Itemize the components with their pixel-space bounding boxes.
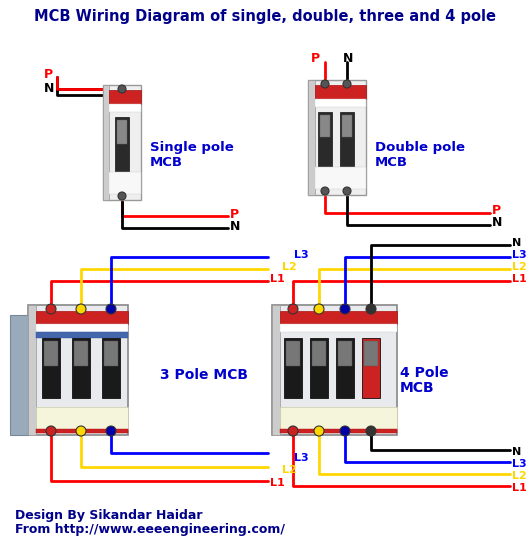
Bar: [280, 311, 397, 324]
Bar: [117, 120, 127, 144]
Bar: [36, 407, 128, 429]
Circle shape: [321, 187, 329, 195]
Text: N: N: [512, 447, 521, 457]
Text: Design By Sikandar Haidar: Design By Sikandar Haidar: [15, 509, 202, 522]
Text: L3: L3: [512, 250, 527, 260]
Circle shape: [366, 426, 376, 436]
Bar: [72, 338, 90, 398]
Bar: [280, 324, 397, 332]
Text: P: P: [44, 69, 53, 82]
Bar: [103, 85, 141, 200]
Circle shape: [288, 304, 298, 314]
Text: From http://www.eeeengineering.com/: From http://www.eeeengineering.com/: [15, 523, 285, 536]
Bar: [308, 80, 366, 195]
Bar: [315, 167, 366, 189]
Circle shape: [343, 187, 351, 195]
Bar: [36, 311, 128, 324]
Text: Single pole: Single pole: [150, 141, 234, 154]
Bar: [36, 324, 128, 332]
Circle shape: [340, 426, 350, 436]
Bar: [115, 117, 129, 172]
Circle shape: [76, 426, 86, 436]
Bar: [74, 341, 88, 366]
Text: 4 Pole: 4 Pole: [400, 366, 448, 380]
Bar: [36, 332, 128, 338]
Bar: [364, 341, 378, 366]
Bar: [320, 115, 330, 137]
Text: N: N: [230, 219, 241, 232]
Circle shape: [106, 304, 116, 314]
Bar: [280, 429, 397, 433]
Bar: [42, 338, 60, 398]
Text: MCB: MCB: [400, 381, 435, 395]
Bar: [315, 85, 366, 99]
Bar: [308, 80, 315, 195]
Bar: [318, 112, 332, 167]
Bar: [286, 341, 300, 366]
Circle shape: [314, 426, 324, 436]
Circle shape: [343, 80, 351, 88]
Text: L2: L2: [512, 471, 527, 481]
Bar: [10, 315, 28, 435]
Circle shape: [118, 192, 126, 200]
Text: L2: L2: [512, 262, 527, 272]
Bar: [272, 305, 397, 435]
Text: Double pole: Double pole: [375, 141, 465, 154]
Bar: [109, 104, 141, 112]
Text: N: N: [512, 238, 521, 248]
Text: N: N: [44, 83, 55, 96]
Circle shape: [76, 304, 86, 314]
Bar: [338, 341, 352, 366]
Bar: [28, 305, 128, 435]
Text: MCB: MCB: [375, 156, 408, 169]
Text: 3 Pole MCB: 3 Pole MCB: [160, 368, 248, 382]
Circle shape: [46, 304, 56, 314]
Bar: [44, 341, 58, 366]
Bar: [310, 338, 328, 398]
Bar: [315, 99, 366, 107]
Circle shape: [106, 426, 116, 436]
Circle shape: [321, 80, 329, 88]
Bar: [104, 341, 118, 366]
Text: N: N: [343, 53, 354, 65]
Text: L2: L2: [282, 465, 297, 475]
Text: P: P: [230, 207, 239, 220]
Text: L1: L1: [270, 274, 285, 284]
Text: L3: L3: [294, 453, 308, 463]
Bar: [102, 338, 120, 398]
Bar: [280, 407, 397, 429]
Bar: [342, 115, 352, 137]
Text: L3: L3: [512, 459, 527, 469]
Bar: [109, 90, 141, 104]
Text: MCB: MCB: [150, 156, 183, 169]
Bar: [284, 338, 302, 398]
Circle shape: [118, 85, 126, 93]
Bar: [336, 338, 354, 398]
Bar: [312, 341, 326, 366]
Circle shape: [366, 304, 376, 314]
Bar: [272, 305, 280, 435]
Text: L1: L1: [270, 478, 285, 488]
Bar: [362, 338, 380, 398]
Circle shape: [314, 304, 324, 314]
Bar: [109, 172, 141, 194]
Text: P: P: [311, 53, 320, 65]
Circle shape: [288, 426, 298, 436]
Text: MCB Wiring Diagram of single, double, three and 4 pole: MCB Wiring Diagram of single, double, th…: [34, 9, 496, 24]
Text: N: N: [492, 217, 502, 230]
Circle shape: [340, 304, 350, 314]
Text: P: P: [492, 205, 501, 218]
Circle shape: [46, 426, 56, 436]
Text: L2: L2: [282, 262, 297, 272]
Text: L3: L3: [294, 250, 308, 260]
Text: L1: L1: [512, 483, 527, 493]
Bar: [340, 112, 354, 167]
Bar: [28, 305, 36, 435]
Text: L1: L1: [512, 274, 527, 284]
Bar: [36, 429, 128, 433]
Bar: [103, 85, 109, 200]
